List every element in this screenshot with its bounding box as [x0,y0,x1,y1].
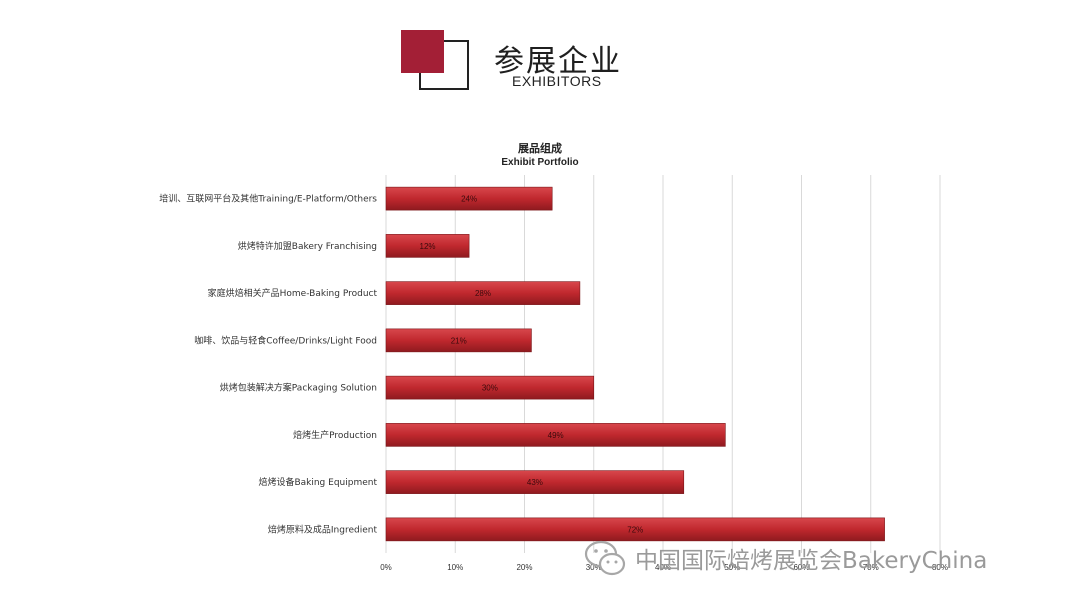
category-label: 烘烤特许加盟Bakery Franchising [238,240,377,252]
data-label: 30% [482,384,498,393]
x-axis-ticks: 0% 10% 20% 30% 40% 50% 60% 70% 80% [380,563,948,572]
x-tick-label: 80% [932,563,948,572]
bar [385,375,595,400]
data-label: 49% [548,431,564,440]
bar [385,517,885,542]
data-label: 12% [420,242,436,251]
category-label: 焙烤设备Baking Equipment [258,476,377,488]
bars: 24% 12% 28% 21% 30% 49% 43% 72% [385,186,885,542]
bar [385,186,553,211]
chart-subtitle: Exhibit Portfolio [501,157,579,168]
bar [385,281,581,305]
data-label: 24% [461,195,477,204]
bar [385,234,470,258]
category-label: 焙烤原料及成品Ingredient [268,523,378,535]
x-tick-label: 30% [586,563,602,572]
category-label: 咖啡、饮品与轻食Coffee/Drinks/Light Food [194,334,377,346]
category-label: 家庭烘焙相关产品Home-Baking Product [208,287,378,299]
data-label: 72% [627,525,643,534]
data-label: 28% [475,289,491,298]
wechat-icon [584,540,626,576]
bar [385,470,685,494]
category-label: 烘烤包装解决方案Packaging Solution [220,382,377,394]
category-label: 培训、互联网平台及其他Training/E-Platform/Others [159,193,377,205]
watermark: 中国国际焙烤展览会BakeryChina [583,538,987,578]
x-tick-label: 40% [655,563,671,572]
data-label: 21% [451,336,467,345]
x-tick-label: 70% [863,563,879,572]
x-tick-label: 50% [724,563,740,572]
logo-square [401,30,444,73]
x-tick-label: 20% [516,563,532,572]
x-tick-label: 60% [793,563,809,572]
logo-mark [401,30,471,92]
x-tick-label: 0% [380,563,392,572]
data-label: 43% [527,478,543,487]
category-label: 焙烤生产Production [293,429,377,441]
bar [385,423,726,447]
category-labels: 培训、互联网平台及其他Training/E-Platform/Others 烘烤特… [159,193,377,536]
page-title: 参展企业 [494,44,622,79]
watermark-text: 中国国际焙烤展览会BakeryChina [635,548,988,574]
grid-lines [385,175,941,553]
bar [385,328,532,353]
chart-title: 展品组成 [518,142,562,155]
page-subtitle: EXHIBITORS [512,73,602,89]
x-tick-label: 10% [447,563,463,572]
